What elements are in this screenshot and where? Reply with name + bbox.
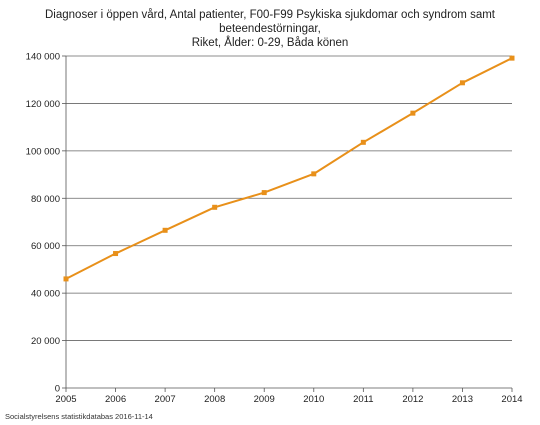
data-point-marker	[261, 190, 267, 196]
x-tick-label: 2014	[501, 394, 522, 405]
y-axis-tick-labels: 0 20 000 40 000 60 000 80 000 100 000 120 000 1…	[26, 52, 60, 395]
x-tick-label: 2006	[105, 394, 126, 405]
data-point-marker	[311, 171, 317, 177]
x-tick-label: 2012	[402, 394, 423, 405]
data-point-marker	[63, 276, 69, 282]
data-point-marker	[113, 251, 119, 257]
x-tick-label: 2007	[155, 394, 176, 405]
y-tick-label: 80 000	[31, 194, 60, 205]
chart-title-line-1: Diagnoser i öppen vård, Antal patienter,…	[45, 9, 495, 35]
data-point-marker	[360, 139, 366, 145]
chart-title-line-2: Riket, Ålder: 0-29, Båda könen	[191, 37, 349, 49]
data-point-marker	[509, 55, 515, 61]
data-point-marker	[162, 227, 168, 233]
axes	[62, 55, 513, 392]
x-tick-label: 2011	[353, 394, 373, 405]
x-tick-label: 2010	[303, 394, 324, 405]
series-line	[65, 57, 513, 280]
series-line-path	[65, 57, 513, 280]
source-note: Socialstyrelsens statistikdatabas 2016-1…	[5, 412, 153, 421]
x-axis-tick-labels: 2005 2006 2007 2008 2009 2010 2011 2012 2013 2014	[55, 394, 522, 405]
x-tick-label: 2005	[55, 394, 76, 405]
data-point-marker	[410, 110, 416, 116]
x-tick-label: 2009	[254, 394, 275, 405]
chart-title: Diagnoser i öppen vård, Antal patienter,…	[0, 8, 540, 50]
x-tick-label: 2013	[452, 394, 473, 405]
y-tick-label: 60 000	[31, 241, 60, 252]
y-tick-label: 20 000	[31, 336, 60, 347]
y-tick-label: 120 000	[26, 99, 60, 110]
data-point-marker	[459, 80, 465, 86]
y-tick-label: 40 000	[31, 289, 60, 300]
data-point-marker	[212, 204, 218, 210]
y-tick-label: 140 000	[26, 52, 60, 63]
y-tick-label: 100 000	[26, 146, 60, 157]
y-tick-label: 0	[55, 384, 60, 395]
series-points	[63, 55, 515, 282]
x-tick-label: 2008	[204, 394, 225, 405]
grid-lines	[66, 55, 512, 341]
